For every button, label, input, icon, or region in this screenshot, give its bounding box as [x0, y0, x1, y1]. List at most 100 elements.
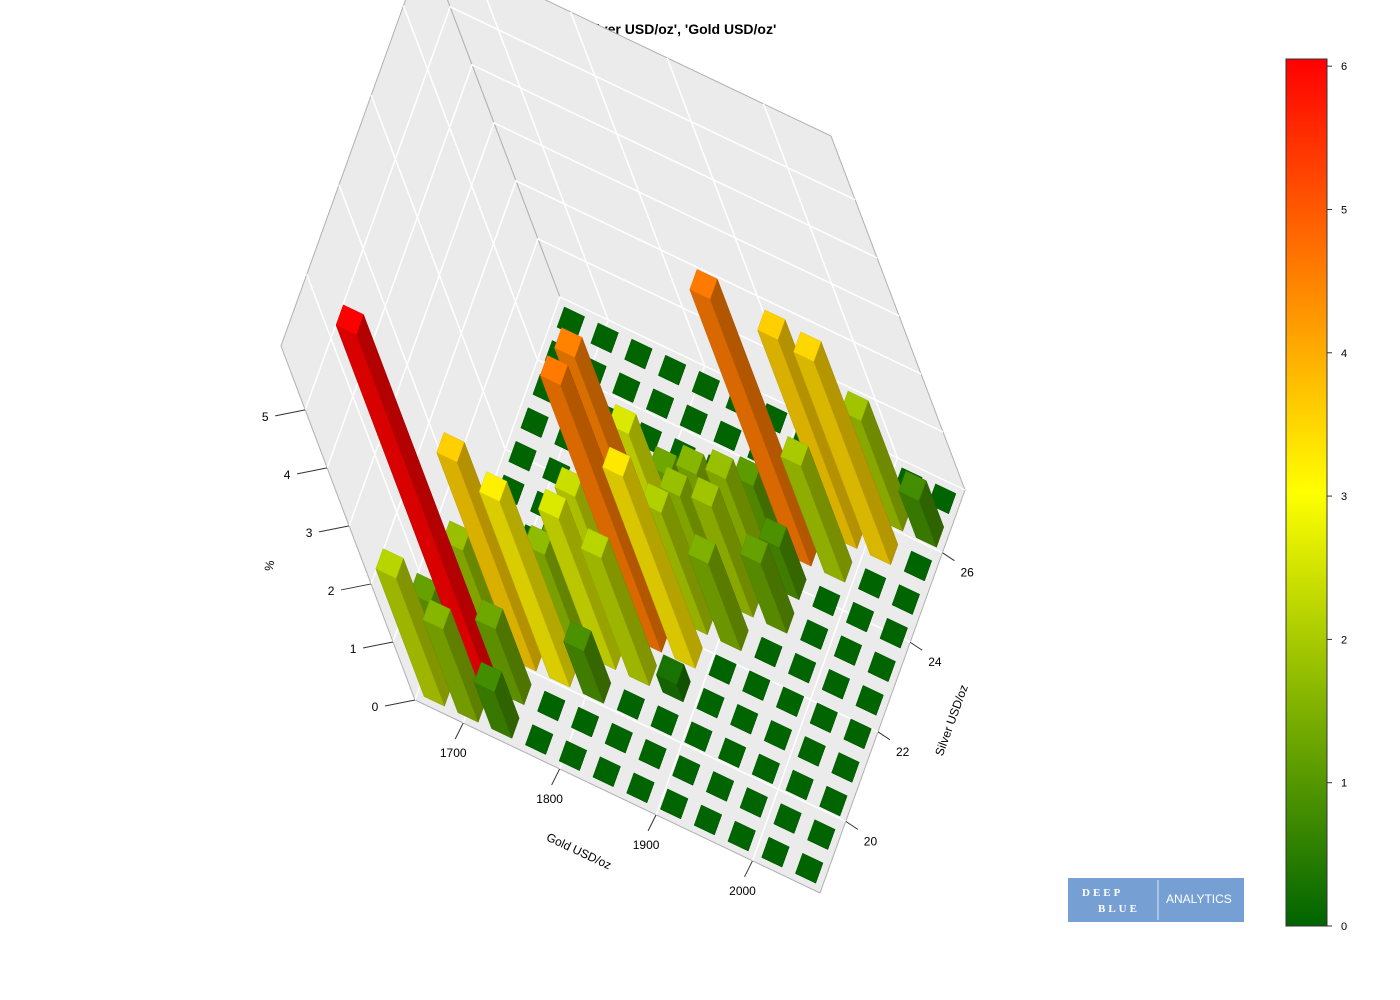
bar-face	[754, 636, 783, 668]
bar	[626, 772, 655, 803]
grid-line	[326, 63, 878, 469]
bar	[785, 769, 814, 801]
bar-face	[684, 721, 713, 752]
bar	[903, 550, 932, 582]
bar-face	[537, 488, 567, 520]
bar-face	[751, 753, 780, 785]
bar-face	[335, 304, 364, 335]
bar	[590, 322, 619, 354]
bar-face	[795, 852, 824, 884]
y-axis-label: Silver USD/oz	[932, 683, 971, 758]
bar-face	[858, 568, 887, 599]
bar-face	[718, 737, 747, 768]
bar-face	[658, 354, 687, 386]
bar	[570, 706, 600, 738]
bar	[691, 370, 720, 402]
bar-face	[375, 548, 404, 579]
bar	[775, 686, 805, 717]
bar	[730, 703, 759, 735]
bar	[693, 804, 722, 836]
bar-face	[659, 466, 688, 498]
bar-face	[592, 756, 621, 787]
bar-face	[705, 771, 735, 802]
z-tick-label: 0	[372, 700, 379, 714]
bar	[773, 803, 802, 834]
x-tick	[454, 722, 464, 740]
z-tick	[297, 467, 328, 475]
colorbar-tick-label: 5	[1341, 204, 1347, 216]
bar	[679, 404, 708, 435]
bar	[793, 331, 899, 566]
bar	[708, 654, 737, 685]
bar-face	[690, 476, 719, 508]
bar-face	[689, 269, 718, 300]
bar	[809, 702, 838, 733]
colorbar-tick-label: 2	[1341, 634, 1347, 646]
bar-face	[742, 670, 771, 701]
x-axis-label: Gold USD/oz	[544, 830, 613, 872]
bar	[537, 488, 624, 671]
bar	[478, 471, 578, 688]
bar-face	[554, 327, 583, 358]
z-tick	[275, 409, 306, 417]
z-tick	[319, 525, 350, 533]
bar	[763, 720, 792, 751]
bar-face	[624, 338, 653, 370]
bar	[788, 652, 817, 684]
bar-face	[616, 689, 645, 720]
bar-face	[821, 668, 850, 700]
x-tick-label: 1900	[633, 838, 660, 852]
y-tick	[909, 641, 923, 651]
bar-face	[855, 685, 884, 716]
bar-face	[727, 820, 756, 852]
colorbar-tick-label: 1	[1341, 778, 1347, 790]
bar	[645, 388, 675, 419]
bar	[807, 819, 836, 850]
x-tick-label: 1700	[440, 746, 467, 760]
bar-face	[903, 550, 932, 582]
bar	[898, 470, 945, 548]
bar	[539, 355, 670, 653]
bar-face	[687, 533, 716, 565]
bar-face	[891, 584, 920, 615]
y-tick-label: 24	[928, 655, 942, 669]
bar	[757, 309, 865, 550]
bar-face	[785, 769, 814, 801]
grid-line	[348, 121, 900, 527]
bar-face	[797, 736, 826, 767]
bar	[684, 721, 713, 752]
bar	[616, 689, 645, 720]
bar-face	[645, 388, 675, 419]
bar-face	[525, 724, 554, 755]
bar-face	[422, 599, 451, 630]
bar-face	[558, 740, 587, 771]
bar	[819, 785, 848, 817]
bar-face	[800, 619, 829, 650]
bar	[845, 601, 875, 633]
bar-face	[705, 449, 734, 480]
bar-face	[843, 718, 872, 750]
bar-face	[739, 787, 768, 818]
bar	[727, 820, 756, 852]
bar	[751, 753, 780, 785]
bar-face	[508, 440, 537, 472]
y-tick	[942, 552, 955, 562]
bar-face	[672, 755, 701, 786]
bar-face	[679, 404, 708, 435]
bar	[831, 752, 860, 783]
colorbar-tick-label: 3	[1341, 491, 1347, 503]
bar	[754, 636, 783, 668]
z-tick-label: 2	[328, 584, 335, 598]
bar	[795, 852, 824, 884]
bar-face	[474, 599, 504, 630]
z-tick-label: 5	[262, 410, 269, 424]
bar-face	[763, 720, 792, 751]
grid-line	[370, 179, 922, 585]
bar-face	[626, 772, 655, 803]
bar-face	[773, 803, 802, 834]
bar	[604, 722, 633, 754]
bar-face	[713, 420, 742, 452]
bar	[473, 661, 520, 740]
bar	[739, 787, 768, 818]
bar-face	[590, 322, 619, 354]
